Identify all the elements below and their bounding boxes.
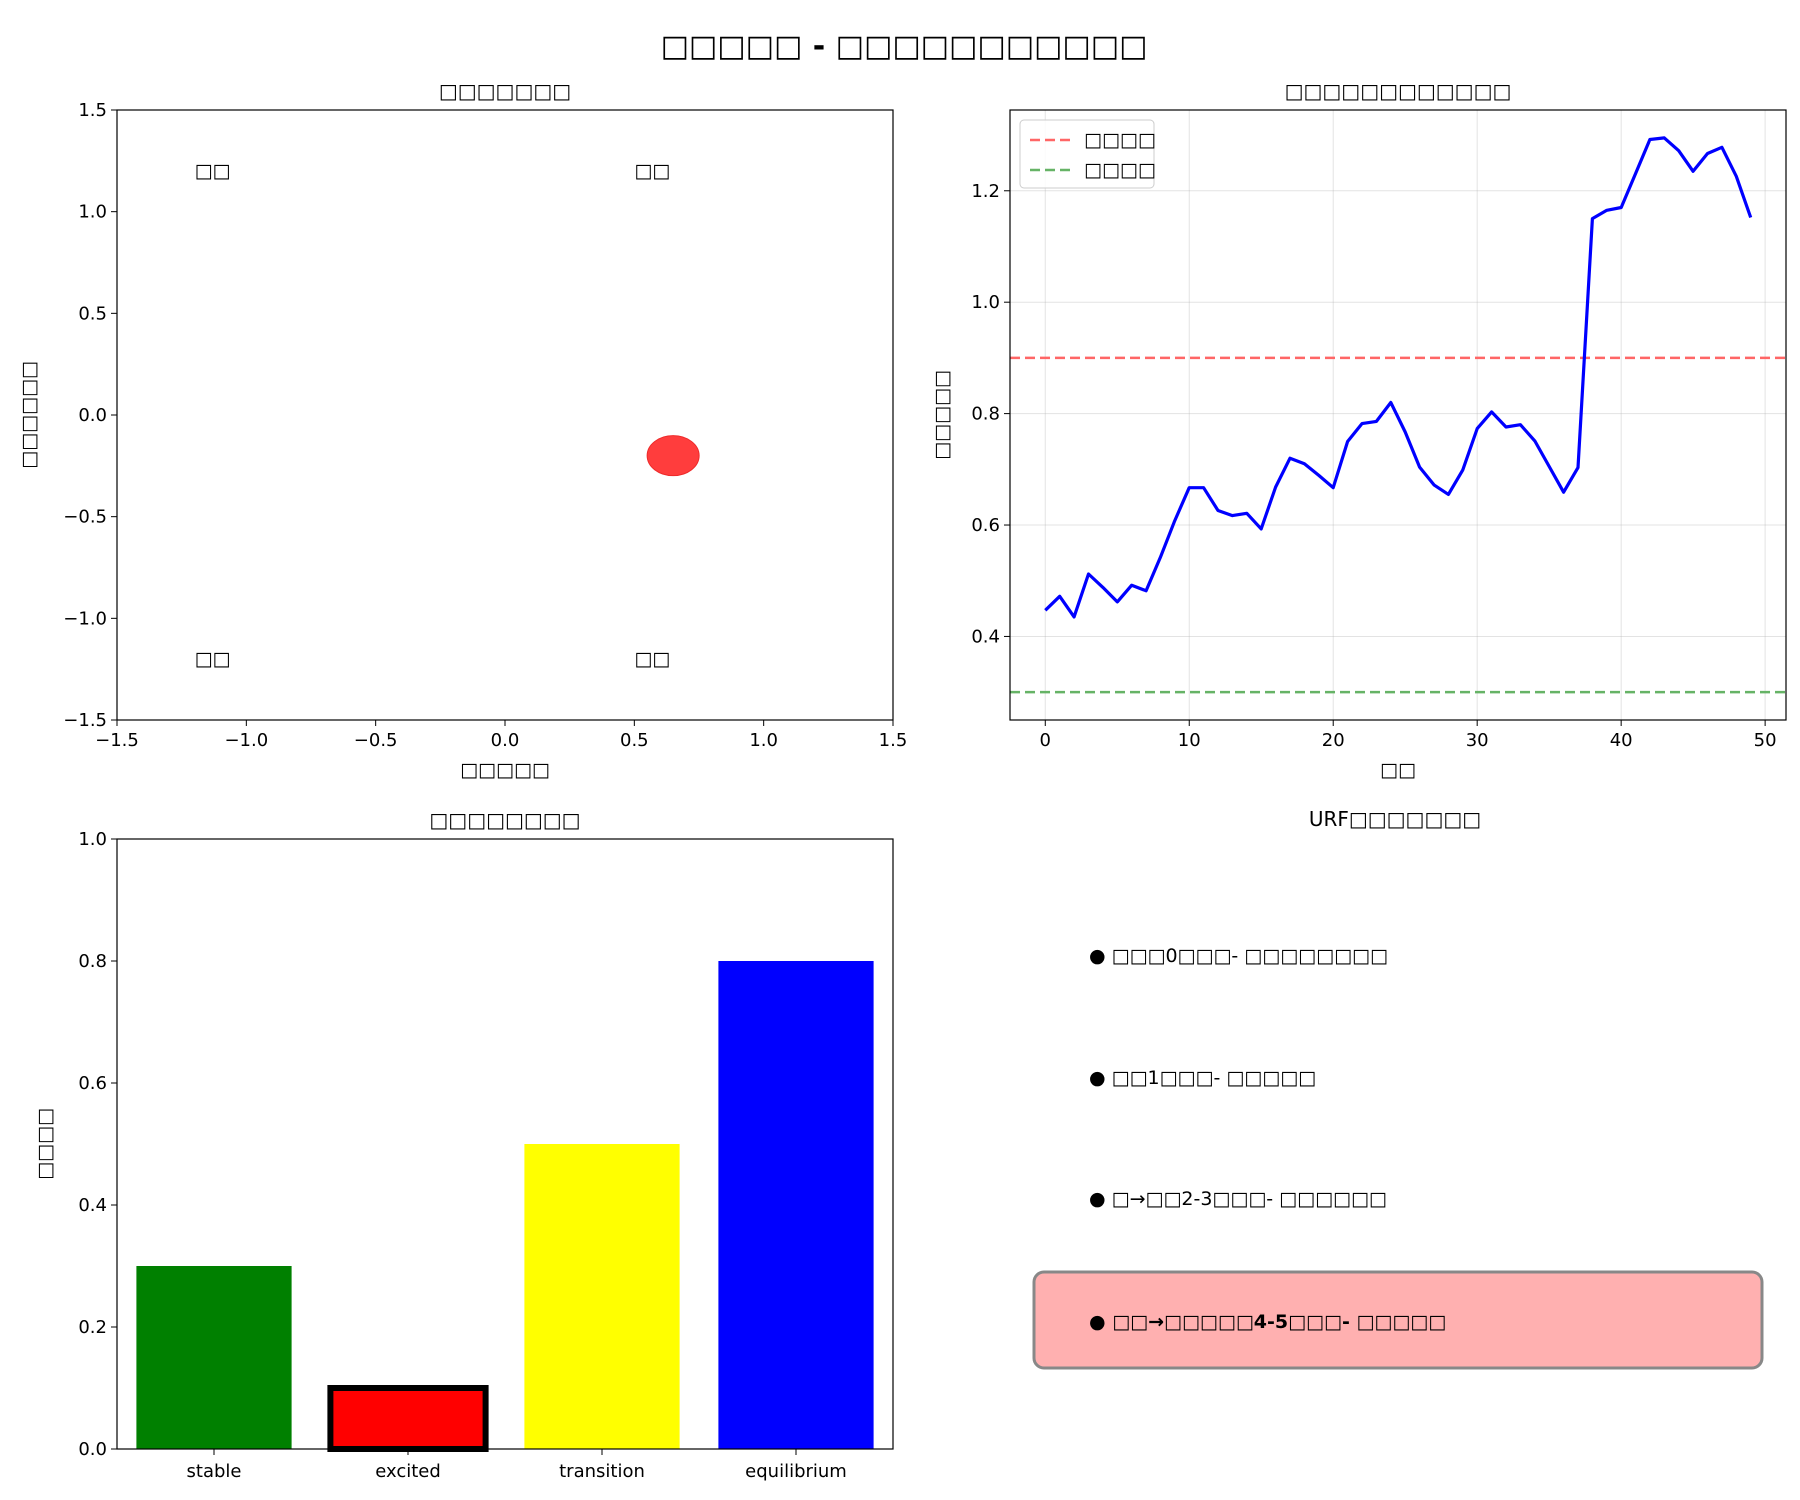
- y-axis-label: □□□□□□: [18, 361, 40, 469]
- y-tick-label: 0.5: [78, 303, 107, 324]
- region-label: □□: [634, 160, 670, 182]
- bar-transition: [524, 1144, 680, 1449]
- x-axis-label: □□: [1380, 759, 1416, 781]
- category-label: equilibrium: [745, 1461, 847, 1482]
- y-tick-label: 0.0: [78, 1439, 107, 1460]
- bar-equilibrium: [718, 961, 874, 1449]
- legend-item-2: ● □→□□2-3□□□- □□□□□□: [1089, 1188, 1387, 1210]
- x-tick-label: 0: [1040, 730, 1051, 751]
- y-tick-label: 0.4: [971, 626, 1000, 647]
- legend-panel-title: URF□□□□□□□: [1309, 807, 1481, 831]
- y-tick-label: −0.5: [63, 507, 107, 528]
- y-axis-label: □□□□□: [931, 370, 953, 460]
- region-label: □□: [195, 648, 231, 670]
- y-tick-label: 0.4: [78, 1195, 107, 1216]
- y-tick-label: 0.6: [971, 515, 1000, 536]
- legend-item-0: ● □□□0□□□- □□□□□□□□: [1089, 945, 1388, 967]
- x-tick-label: −1.0: [224, 730, 268, 751]
- bar-excited: [327, 1385, 489, 1452]
- intensity-line-panel: □□□□□□□□□□□□ 0 10 20 30 40 50 0.4 0.6 0.8 1.0 1.2 □□…: [931, 79, 1787, 781]
- panel-title: □□□□□□□□: [429, 808, 580, 832]
- category-label: stable: [187, 1461, 242, 1482]
- y-axis-label: □□□□: [34, 1108, 56, 1180]
- x-tick-label: 0.0: [491, 730, 520, 751]
- legend-label: □□□□: [1084, 159, 1156, 181]
- region-label: □□: [195, 160, 231, 182]
- y-tick-label: 1.0: [78, 202, 107, 223]
- plot-frame: [1009, 109, 1787, 721]
- y-tick-label: 1.0: [78, 829, 107, 850]
- panel-title: □□□□□□□□□□□□: [1285, 79, 1512, 103]
- x-tick-label: −0.5: [354, 730, 398, 751]
- legend-highlight-box: [1032, 1270, 1764, 1370]
- y-tick-label: −1.0: [63, 608, 107, 629]
- y-tick-label: 0.8: [78, 951, 107, 972]
- x-tick-label: 1.5: [879, 730, 908, 751]
- y-tick-label: 0.0: [78, 405, 107, 426]
- legend-item-1: ● □□1□□□- □□□□□: [1089, 1067, 1316, 1089]
- legend-item-3: ● □□→□□□□□4-5□□□- □□□□□: [1089, 1311, 1446, 1333]
- panel-title: □□□□□□□: [439, 79, 571, 103]
- category-label: excited: [375, 1461, 441, 1482]
- category-label: transition: [559, 1461, 645, 1482]
- state-scatter-panel: □□□□□□□−1.5 −1.0 −0.5 0.0 0.5 1.0 1.5−1.5−1.0−…: [18, 79, 907, 781]
- y-tick-label: 0.8: [971, 404, 1000, 425]
- intensity-series-line: [1044, 136, 1753, 619]
- bar-stable: [136, 1266, 292, 1449]
- state-bar-panel: □□□□□□□□ 0.0 0.2 0.4 0.6 0.8 1.0 □□□□ stable exci…: [34, 808, 894, 1482]
- x-tick-label: 20: [1322, 730, 1345, 751]
- y-tick-label: 0.6: [78, 1073, 107, 1094]
- state-point: [646, 435, 700, 477]
- region-label: □□: [634, 648, 670, 670]
- plot-frame: [116, 838, 894, 1450]
- x-tick-label: −1.5: [95, 730, 139, 751]
- x-tick-label: 40: [1610, 730, 1633, 751]
- x-axis-label: □□□□□: [460, 759, 550, 781]
- x-tick-label: 50: [1754, 730, 1777, 751]
- x-tick-label: 30: [1466, 730, 1489, 751]
- x-tick-label: 1.0: [749, 730, 778, 751]
- y-tick-label: 0.2: [78, 1317, 107, 1338]
- y-tick-label: 1.5: [78, 100, 107, 121]
- legend-label: □□□□: [1084, 129, 1156, 151]
- x-tick-label: 0.5: [620, 730, 649, 751]
- y-tick-label: −1.5: [63, 710, 107, 731]
- figure-suptitle: □□□□□ - □□□□□□□□□□□: [661, 29, 1148, 64]
- y-tick-label: 1.0: [971, 292, 1000, 313]
- y-tick-label: 1.2: [971, 181, 1000, 202]
- plot-frame: [116, 109, 894, 721]
- state-legend-panel: URF□□□□□□□ ● □□□0□□□- □□□□□□□□ ● □□1□□□-…: [1032, 807, 1764, 1370]
- x-tick-label: 10: [1178, 730, 1201, 751]
